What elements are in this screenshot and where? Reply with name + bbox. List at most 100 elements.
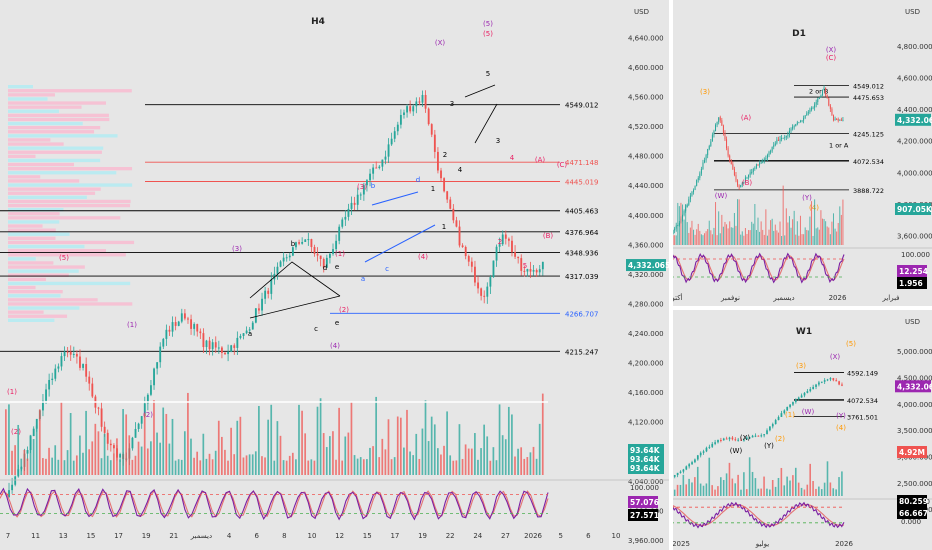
h4-volume-badge: 93.64K	[630, 464, 661, 473]
h4-candle	[174, 322, 177, 326]
h4-volume-bar	[507, 406, 510, 475]
w1-chart-panel[interactable]: W1 USD 5,000.000 4,500.000 4,000.000 3,500.00…	[669, 310, 932, 550]
d1-candle	[733, 169, 735, 176]
h4-wave-label: b	[371, 182, 376, 190]
d1-candle	[715, 124, 717, 131]
h4-candle	[335, 240, 338, 250]
d1-volume-bar	[700, 234, 702, 245]
w1-candle	[815, 384, 817, 387]
d1-candle	[837, 118, 839, 121]
h4-volume-profile-bar	[8, 93, 55, 97]
h4-candle	[57, 366, 60, 369]
h4-candle	[236, 337, 239, 348]
d1-volume-bar	[771, 218, 773, 245]
h4-volume-profile-bar	[8, 281, 131, 286]
d1-volume-bar	[801, 234, 803, 245]
h4-volume-profile-bar	[8, 134, 118, 138]
h4-volume-bar	[48, 447, 50, 475]
d1-volume-bar	[817, 227, 819, 245]
d1-candle	[799, 121, 801, 123]
h4-candle	[270, 279, 273, 294]
d1-volume-bar	[768, 229, 770, 245]
h4-wave-label: 5	[523, 262, 527, 270]
w1-chart[interactable]: W1 USD 5,000.000 4,500.000 4,000.000 3,500.00…	[669, 310, 932, 550]
d1-volume-bar	[836, 231, 838, 245]
d1-candle	[842, 119, 844, 121]
d1-candle	[770, 151, 772, 153]
h4-candle	[150, 385, 152, 395]
h4-candle	[26, 450, 29, 454]
h4-volume-profile-bar	[8, 224, 43, 228]
h4-candle	[196, 324, 199, 332]
d1-candle	[760, 162, 762, 164]
h4-volume-bar	[353, 455, 356, 475]
h4-volume-bar	[180, 459, 183, 475]
w1-candle	[789, 404, 791, 408]
h4-chart-title: H4	[311, 17, 325, 27]
d1-chart[interactable]: D1 USD 4,800.000 4,600.000 4,400.000 4,200.00…	[669, 0, 932, 306]
h4-volume-bar	[467, 448, 470, 475]
h4-volume-profile-bar	[8, 273, 69, 277]
w1-volume-bar	[794, 467, 797, 496]
d1-candle	[790, 128, 792, 131]
d1-candle	[806, 113, 808, 116]
h4-chart[interactable]: H4 USD 4,640.000 4,600.000 4,560.000 4,520.00…	[0, 0, 672, 550]
h4-candle	[319, 255, 322, 259]
h4-volume-bar	[489, 460, 492, 475]
d1-candle	[817, 98, 819, 103]
h4-volume-bar	[523, 458, 526, 475]
d1-candle	[840, 119, 842, 121]
h4-blue-triangle-pattern	[364, 191, 436, 263]
d1-candle	[740, 185, 742, 188]
d1-volume-bar	[688, 232, 690, 245]
d1-candle	[727, 148, 729, 156]
d1-candle	[688, 199, 690, 205]
h4-volume-profile-bar	[8, 314, 68, 318]
h4-volume-bar	[446, 411, 448, 475]
w1-volume-bar	[809, 463, 811, 496]
d1-chart-panel[interactable]: D1 USD 4,800.000 4,600.000 4,400.000 4,200.00…	[669, 0, 932, 306]
w1-volume-bar	[763, 476, 765, 496]
d1-volume-bar	[781, 235, 783, 245]
h4-y-tick: 4,640.000	[628, 34, 664, 42]
h4-volume-profile-bar	[8, 290, 63, 294]
d1-volume-bar	[784, 235, 786, 245]
h4-volume-bar	[319, 398, 322, 475]
d1-candle	[718, 117, 720, 122]
h4-candle	[449, 199, 452, 209]
w1-volume-bar	[714, 489, 716, 496]
h4-volume-profile-bar	[8, 285, 36, 290]
d1-candle	[748, 175, 750, 178]
w1-volume-bar	[740, 489, 742, 496]
h4-candle	[14, 476, 17, 485]
h4-volume-bar	[165, 413, 168, 475]
h4-volume-bar	[128, 435, 131, 475]
d1-volume-bar	[710, 230, 712, 245]
h4-candle	[307, 239, 310, 241]
w1-candle	[783, 410, 786, 414]
h4-x-tick: 27	[501, 532, 510, 540]
d1-volume-bar	[718, 211, 720, 245]
h4-chart-panel[interactable]: H4 USD 4,640.000 4,600.000 4,560.000 4,520.00…	[0, 0, 672, 550]
d1-volume-bar	[770, 220, 772, 245]
h4-candle	[316, 253, 319, 256]
w1-volume-bar	[806, 484, 809, 496]
d1-volume-bar	[762, 229, 764, 245]
h4-volume-profile-bar	[8, 101, 106, 105]
w1-y-tick: 4,000.000	[897, 401, 932, 409]
h4-volume-bar	[378, 457, 381, 475]
d1-volume-bar	[804, 227, 806, 245]
h4-volume-bar	[187, 392, 189, 475]
h4-candle	[495, 246, 498, 261]
h4-candle	[190, 319, 192, 329]
h4-y-tick: 4,320.000	[628, 271, 664, 279]
w1-stoch-d-badge: 66.667	[899, 509, 928, 518]
w1-candle	[696, 455, 699, 460]
w1-volume-bar	[774, 486, 777, 496]
h4-volume-bar	[369, 447, 371, 475]
h4-volume-bar	[415, 433, 418, 475]
h4-candle	[437, 151, 439, 171]
h4-candle	[97, 407, 100, 409]
h4-volume-bar	[248, 454, 251, 475]
h4-volume-bar	[153, 400, 155, 475]
